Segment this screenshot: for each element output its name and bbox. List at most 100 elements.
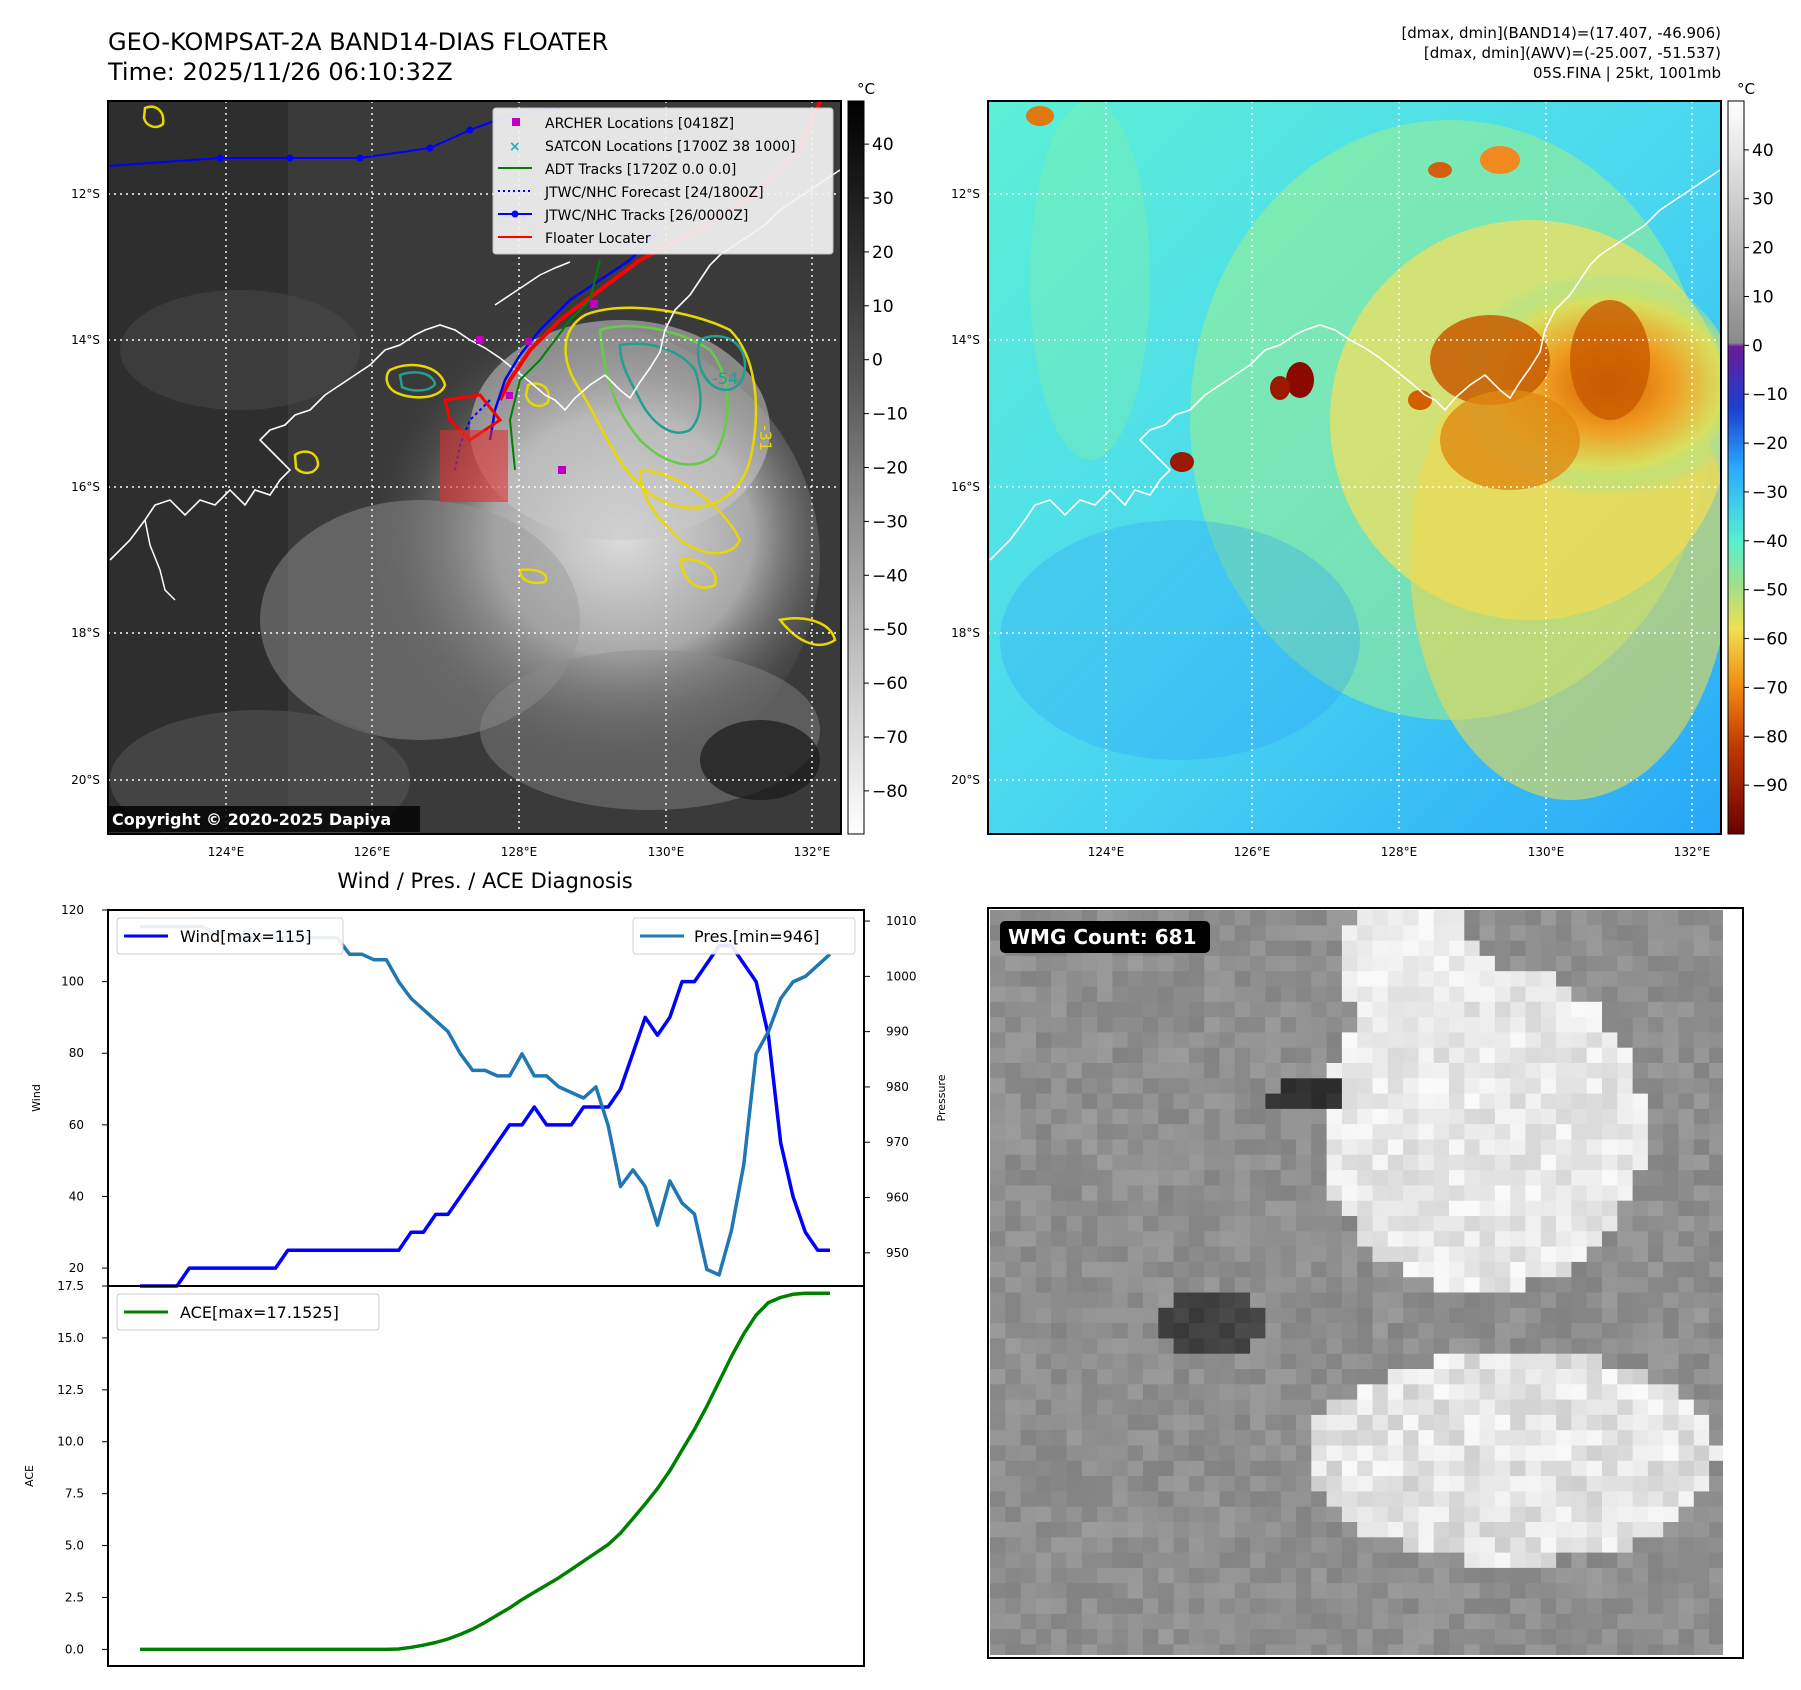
wmg-pixel bbox=[1326, 1460, 1343, 1477]
wmg-pixel bbox=[1372, 1001, 1389, 1018]
wmg-pixel bbox=[1234, 1522, 1251, 1538]
wmg-pixel bbox=[1066, 1491, 1083, 1508]
wmg-pixel bbox=[1449, 971, 1465, 988]
wmg-pixel bbox=[1602, 940, 1618, 957]
wmg-pixel bbox=[1647, 1139, 1664, 1156]
wmg-pixel bbox=[1280, 1246, 1297, 1263]
wmg-pixel bbox=[1158, 1598, 1175, 1615]
wmg-pixel bbox=[1035, 1001, 1052, 1018]
wmg-pixel bbox=[1311, 1093, 1328, 1110]
wmg-pixel bbox=[1556, 1063, 1572, 1079]
wmg-pixel bbox=[1066, 1124, 1083, 1141]
wmg-pixel bbox=[1449, 986, 1465, 1003]
wmg-pixel bbox=[1632, 971, 1649, 988]
wmg-pixel bbox=[1602, 1537, 1618, 1554]
wmg-pixel bbox=[1296, 1307, 1312, 1324]
wmg-pixel bbox=[1602, 1246, 1618, 1263]
wmg-pixel bbox=[990, 1460, 1006, 1477]
wmg-pixel bbox=[1219, 1522, 1236, 1538]
wmg-pixel bbox=[1127, 1613, 1144, 1630]
wmg-pixel bbox=[1617, 1522, 1634, 1538]
wmg-pixel bbox=[1280, 1522, 1297, 1538]
legend-satcon-icon: × bbox=[509, 139, 521, 155]
wmg-pixel bbox=[1296, 1506, 1312, 1523]
wmg-pixel bbox=[1097, 1445, 1113, 1462]
wmg-pixel bbox=[1663, 1384, 1680, 1401]
wmg-pixel bbox=[1341, 1170, 1358, 1186]
wmg-pixel bbox=[1265, 1078, 1282, 1095]
wmg-pixel bbox=[1204, 1292, 1221, 1309]
wmg-pixel bbox=[1081, 1216, 1098, 1232]
wmg-pixel bbox=[1311, 1491, 1328, 1508]
color-colorbar-tick-label: −80 bbox=[1752, 727, 1788, 747]
pressure-tick-label: 1010 bbox=[886, 914, 917, 928]
wmg-pixel bbox=[1296, 1384, 1312, 1401]
wmg-pixel bbox=[1188, 1292, 1205, 1309]
wmg-pixel bbox=[1204, 1338, 1221, 1355]
wmg-pixel bbox=[1479, 1583, 1496, 1600]
wmg-pixel bbox=[1341, 1231, 1358, 1248]
lon-label-right: 130°E bbox=[1528, 845, 1565, 859]
wmg-pixel bbox=[1219, 925, 1236, 942]
wmg-pixel bbox=[1556, 1338, 1572, 1355]
wmg-pixel bbox=[1709, 1078, 1723, 1095]
wmg-pixel bbox=[1173, 1093, 1190, 1110]
wmg-pixel bbox=[1097, 1476, 1113, 1492]
wmg-pixel bbox=[1296, 1353, 1312, 1370]
wmg-pixel bbox=[1449, 1307, 1465, 1324]
wmg-pixel bbox=[1219, 1292, 1236, 1309]
wmg-pixel bbox=[1204, 1644, 1221, 1655]
wmg-pixel bbox=[1250, 1613, 1266, 1630]
wmg-pixel bbox=[990, 1353, 1006, 1370]
wmg-pixel bbox=[1204, 1231, 1221, 1248]
wmg-pixel bbox=[1663, 1644, 1680, 1655]
wmg-pixel bbox=[1632, 1460, 1649, 1477]
wmg-pixel bbox=[1403, 1139, 1419, 1156]
wmg-pixel bbox=[1127, 1644, 1144, 1655]
wmg-pixel bbox=[1632, 1017, 1649, 1033]
wmg-pixel bbox=[1219, 1108, 1236, 1125]
wmg-pixel bbox=[1418, 1567, 1435, 1584]
wmg-pixel bbox=[1632, 1369, 1649, 1385]
wmg-pixel bbox=[1449, 1032, 1465, 1049]
wmg-pixel bbox=[1602, 1307, 1618, 1324]
wmg-pixel bbox=[1693, 1154, 1710, 1171]
wmg-pixel bbox=[1234, 1506, 1251, 1523]
wmg-pixel bbox=[1678, 1537, 1695, 1554]
wmg-pixel bbox=[1296, 1552, 1312, 1569]
wmg-pixel bbox=[1341, 1093, 1358, 1110]
wmg-pixel bbox=[1265, 1093, 1282, 1110]
wmg-pixel bbox=[1234, 1078, 1251, 1095]
wmg-pixel bbox=[1005, 1506, 1022, 1523]
wmg-pixel bbox=[1632, 1063, 1649, 1079]
wmg-pixel bbox=[1112, 1445, 1129, 1462]
wmg-pixel bbox=[1051, 1491, 1068, 1508]
wmg-pixel bbox=[1647, 1567, 1664, 1584]
wmg-pixel bbox=[1357, 1476, 1374, 1492]
wmg-pixel bbox=[1020, 1139, 1037, 1156]
wmg-pixel bbox=[1571, 986, 1588, 1003]
wmg-pixel bbox=[1296, 1491, 1312, 1508]
wmg-pixel bbox=[1663, 1017, 1680, 1033]
wmg-pixel bbox=[1525, 925, 1542, 942]
wmg-pixel bbox=[1020, 1644, 1037, 1655]
wmg-pixel bbox=[1464, 1445, 1481, 1462]
wmg-pixel bbox=[1127, 986, 1144, 1003]
wmg-pixel bbox=[1540, 910, 1557, 926]
wmg-pixel bbox=[1678, 1292, 1695, 1309]
wmg-pixel bbox=[1387, 1323, 1404, 1339]
wmg-pixel bbox=[1143, 1445, 1159, 1462]
wmg-pixel bbox=[1647, 1430, 1664, 1447]
wmg-pixel bbox=[1341, 1139, 1358, 1156]
wmg-pixel bbox=[1418, 955, 1435, 972]
wmg-pixel bbox=[1066, 1598, 1083, 1615]
wmg-pixel bbox=[1510, 1124, 1527, 1141]
wmg-pixel bbox=[1418, 1384, 1435, 1401]
wmg-pixel bbox=[1188, 1124, 1205, 1141]
wmg-pixel bbox=[1571, 1078, 1588, 1095]
wmg-pixel bbox=[1234, 1292, 1251, 1309]
wmg-pixel bbox=[1234, 1414, 1251, 1431]
wmg-pixel bbox=[1540, 1522, 1557, 1538]
wmg-pixel bbox=[1479, 1369, 1496, 1385]
wmg-pixel bbox=[1112, 1537, 1129, 1554]
